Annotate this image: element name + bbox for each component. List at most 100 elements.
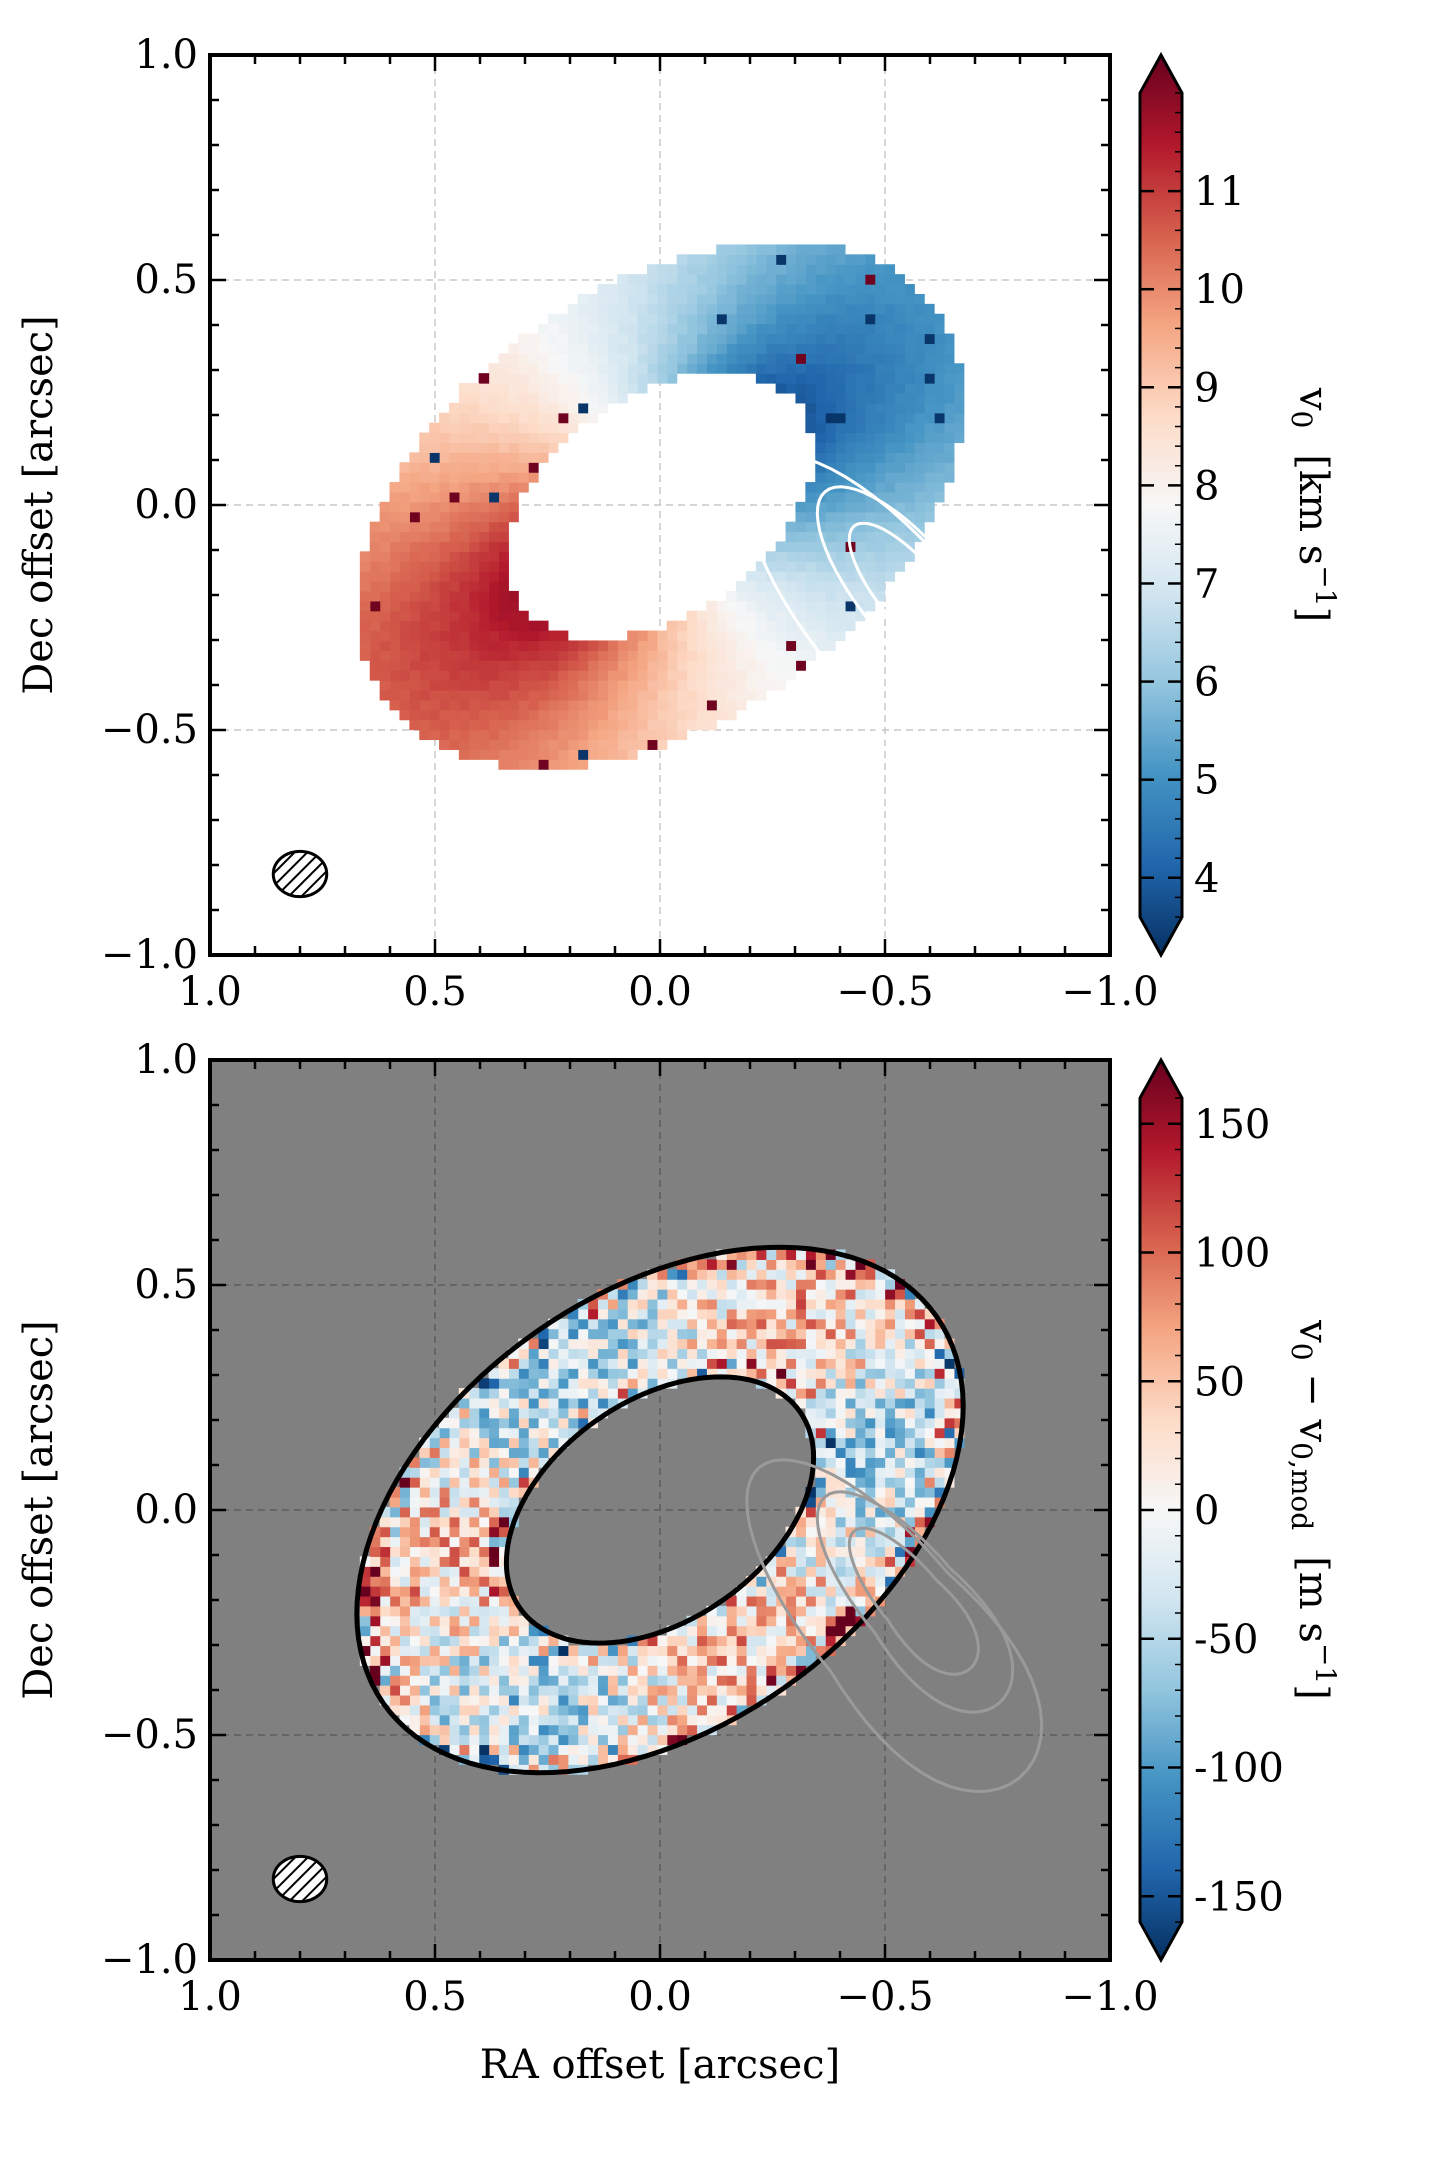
data-pixel: [825, 1298, 836, 1310]
data-pixel: [597, 284, 608, 295]
data-pixel: [389, 521, 401, 533]
data-pixel: [577, 709, 589, 721]
data-pixel: [854, 333, 866, 345]
data-pixel: [389, 511, 401, 523]
data-pixel: [478, 660, 490, 671]
data-pixel: [458, 1595, 470, 1607]
data-pixel: [775, 1566, 787, 1577]
data-pixel: [874, 1358, 886, 1369]
data-pixel: [508, 1625, 519, 1637]
beam-ellipse: [271, 849, 329, 899]
data-pixel: [914, 1378, 925, 1389]
data-pixel: [468, 1635, 480, 1647]
data-pixel: [597, 650, 608, 661]
data-pixel: [894, 1407, 905, 1419]
data-pixel: [439, 412, 450, 424]
data-pixel: [894, 1378, 905, 1389]
data-pixel: [458, 1586, 470, 1597]
data-pixel: [943, 472, 955, 483]
data-pixel: [429, 1655, 440, 1666]
data-pixel: [914, 1477, 925, 1488]
data-pixel: [676, 1298, 688, 1310]
data-pixel: [666, 323, 678, 335]
data-pixel: [587, 313, 599, 325]
data-pixel: [934, 1437, 945, 1449]
data-pixel: [775, 1259, 787, 1270]
data-pixel: [567, 660, 579, 671]
data-pixel: [884, 383, 896, 394]
data-pixel: [736, 1694, 747, 1706]
data-pixel: [884, 1447, 896, 1458]
data-pixel: [914, 501, 925, 513]
data-pixel: [557, 363, 569, 374]
data-pixel: [716, 640, 727, 651]
data-pixel: [716, 1308, 727, 1320]
data-pixel: [785, 1615, 797, 1627]
data-pixel: [646, 284, 658, 295]
data-pixel: [765, 353, 777, 364]
data-pixel: [508, 1714, 519, 1726]
data-pixel: [706, 1675, 717, 1686]
data-pixel: [429, 590, 440, 602]
data-pixel: [637, 303, 648, 315]
data-pixel: [508, 373, 519, 384]
data-pixel: [795, 1665, 806, 1676]
data-pixel: [864, 1447, 876, 1458]
data-pixel: [755, 1358, 767, 1369]
data-pixel: [607, 1655, 618, 1666]
data-pixel: [706, 650, 717, 661]
data-pixel: [518, 1427, 529, 1439]
data-pixel: [567, 392, 579, 404]
data-pixel: [835, 1259, 846, 1270]
data-pixel: [726, 1328, 737, 1340]
data-pixel: [736, 1645, 747, 1656]
data-pixel: [736, 1685, 747, 1696]
data-pixel: [439, 581, 450, 592]
data-pixel: [676, 1675, 688, 1686]
data-pixel: [825, 1437, 836, 1449]
data-pixel: [666, 274, 678, 285]
data-pixel: [389, 581, 401, 592]
data-pixel: [587, 640, 599, 651]
data-pixel: [716, 1348, 727, 1359]
data-pixel: [439, 689, 450, 701]
data-pixel: [617, 1298, 628, 1310]
data-pixel: [696, 640, 707, 651]
data-pixel: [914, 1447, 925, 1458]
data-pixel: [904, 1318, 915, 1330]
data-pixel: [934, 432, 945, 444]
data-pixel: [508, 482, 519, 493]
data-pixel: [577, 343, 589, 354]
data-pixel: [607, 1318, 618, 1330]
data-pixel: [538, 1397, 549, 1409]
data-pixel: [785, 650, 797, 661]
data-pixel: [399, 1536, 410, 1548]
data-pixel: [528, 640, 539, 651]
data-pixel: [666, 1625, 678, 1637]
data-pixel: [498, 482, 509, 493]
data-pixel: [656, 1724, 668, 1736]
data-pixel: [686, 264, 698, 275]
data-pixel: [478, 1744, 490, 1755]
data-pixel: [409, 1586, 420, 1597]
data-pixel: [389, 1605, 401, 1617]
data-pixel: [716, 1269, 727, 1280]
data-pixel: [597, 1665, 608, 1676]
data-pixel: [419, 719, 430, 731]
data-pixel: [488, 590, 500, 602]
data-pixel: [676, 1289, 688, 1300]
data-pixel: [429, 719, 440, 731]
data-pixel: [785, 343, 797, 354]
data-pixel: [508, 600, 519, 612]
data-pixel: [795, 561, 806, 572]
data-pixel: [498, 1655, 509, 1666]
data-pixel: [419, 1516, 430, 1528]
data-pixel: [538, 363, 549, 374]
data-pixel: [825, 620, 836, 632]
data-pixel: [389, 630, 401, 642]
data-pixel: [736, 363, 747, 374]
colorbar-tick-label: 9: [1194, 365, 1219, 411]
data-pixel: [765, 264, 777, 275]
data-pixel: [547, 1694, 559, 1706]
data-pixel: [706, 1714, 717, 1726]
